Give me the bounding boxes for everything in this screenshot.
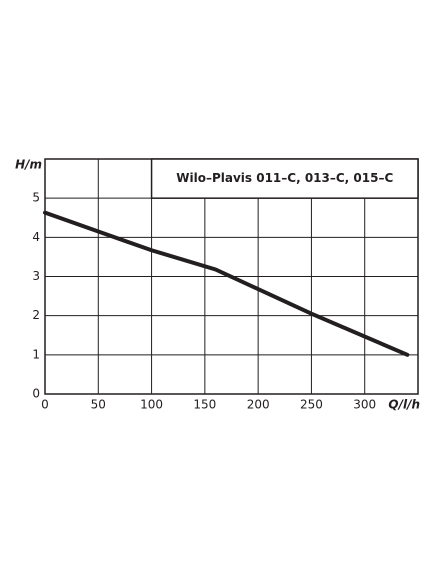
- y-tick-label: 0: [32, 387, 40, 401]
- y-tick-label: 1: [32, 347, 40, 361]
- x-tick-label: 100: [140, 398, 163, 412]
- title-box: [150, 158, 419, 199]
- x-tick-label: 250: [300, 398, 323, 412]
- x-tick-label: 50: [91, 398, 106, 412]
- y-tick-label: 2: [32, 308, 40, 322]
- y-tick-label: 5: [32, 191, 40, 205]
- x-tick-label: 150: [193, 398, 216, 412]
- x-tick-label: 300: [353, 398, 376, 412]
- chart-title: Wilo–Plavis 011–C, 013–C, 015–C: [176, 171, 393, 185]
- y-axis-label: H/m: [15, 158, 42, 172]
- y-tick-label: 4: [32, 230, 40, 244]
- y-tick-label: 3: [32, 269, 40, 283]
- curve: [43, 210, 410, 357]
- x-tick-label: 0: [41, 398, 49, 412]
- x-tick-label: 200: [247, 398, 270, 412]
- x-axis-label: Q/l/h: [388, 398, 420, 412]
